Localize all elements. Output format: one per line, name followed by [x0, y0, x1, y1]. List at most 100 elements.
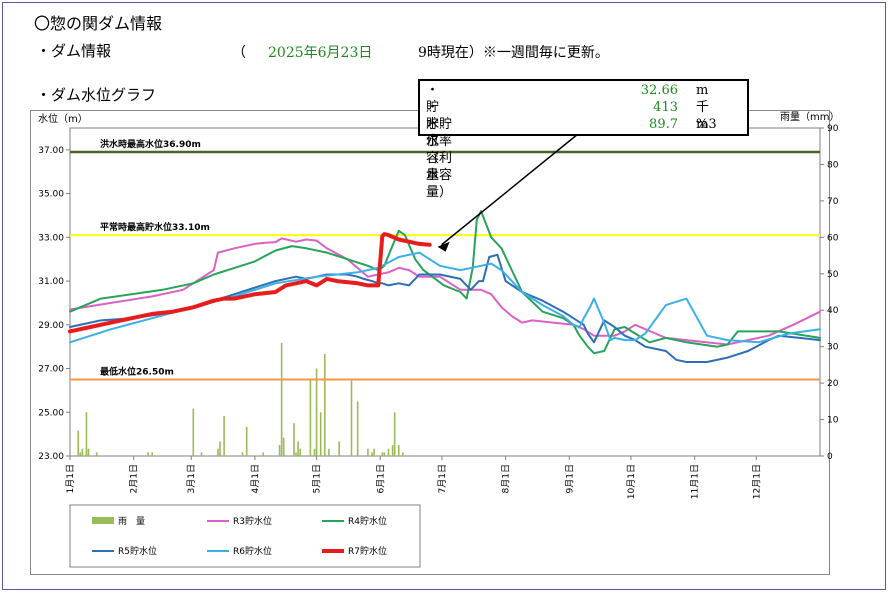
- rain-bar: [223, 415, 225, 456]
- legend-label: R3貯水位: [233, 515, 272, 527]
- rain-bar: [262, 452, 264, 456]
- rain-bar: [217, 448, 219, 456]
- rain-bar: [313, 448, 316, 456]
- legend-label: R5貯水位: [118, 545, 157, 557]
- x-tick-label: 2月1日: [129, 464, 140, 493]
- rain-bar: [299, 448, 301, 456]
- legend-box: [69, 504, 421, 568]
- rain-bar: [350, 379, 353, 456]
- info-label: ・貯水容量: [426, 100, 440, 183]
- rain-bar: [393, 412, 396, 456]
- reference-line-label: 洪水時最高水位36.90m: [100, 138, 201, 150]
- series-line: [69, 253, 821, 363]
- y-tick-label: 27.00: [38, 365, 64, 375]
- y-axis-title: 水位（m）: [38, 112, 88, 125]
- page-title: 〇惣の関ダム情報: [34, 14, 163, 33]
- y-tick-label: 25.00: [38, 408, 64, 418]
- y2-axis-title: 雨量（mm）: [780, 111, 839, 123]
- legend-label: R7貯水位: [348, 545, 387, 557]
- plot-area: [69, 127, 821, 457]
- info-unit: 千m3: [696, 100, 717, 132]
- legend-label: R4貯水位: [348, 515, 387, 527]
- rain-bar: [397, 445, 400, 456]
- y-tick-label: 29.00: [38, 321, 64, 331]
- x-tick-label: 7月1日: [437, 464, 448, 493]
- y2-tick-label: 40: [827, 306, 839, 316]
- rain-bar: [381, 452, 384, 456]
- y2-tick-label: 50: [827, 270, 839, 280]
- x-tick-label: 4月1日: [250, 464, 261, 493]
- rain-bar: [282, 437, 285, 456]
- y2-tick-label: 30: [827, 343, 839, 353]
- y-tick-label: 33.00: [38, 233, 64, 243]
- y-tick-label: 31.00: [38, 277, 64, 287]
- rain-bar: [315, 368, 318, 456]
- legend-swatch: [92, 517, 114, 524]
- rain-bar: [391, 445, 394, 456]
- x-tick-label: 1月1日: [65, 464, 76, 493]
- rain-bar: [328, 448, 330, 456]
- y2-tick-label: 80: [827, 160, 839, 170]
- rain-bar: [77, 430, 80, 456]
- rain-bar: [338, 441, 340, 456]
- rain-bar: [309, 379, 312, 456]
- rain-bar: [278, 445, 281, 456]
- info-value: 89.7: [649, 117, 678, 132]
- rain-bar: [402, 452, 404, 456]
- rain-bar: [219, 441, 221, 456]
- info-label: ・貯水率（利水容量）: [426, 117, 453, 200]
- rain-bar: [79, 452, 82, 456]
- x-tick-label: 3月1日: [186, 464, 197, 493]
- y2-tick-label: 0: [827, 452, 833, 462]
- y2-tick-label: 90: [827, 124, 839, 134]
- x-tick-label: 10月1日: [626, 464, 637, 499]
- rain-bar: [371, 452, 373, 456]
- rain-bar: [367, 448, 369, 456]
- info-value: 32.66: [640, 83, 678, 98]
- reference-line-label: 平常時最高貯水位33.10m: [100, 221, 210, 233]
- rain-bar: [373, 448, 375, 456]
- series-line: [68, 232, 432, 334]
- y2-tick-label: 60: [827, 233, 839, 243]
- legend-label: 雨 量: [118, 516, 145, 527]
- rain-bar: [241, 452, 244, 456]
- reference-line-label: 最低水位26.50m: [100, 365, 174, 377]
- y-tick-label: 37.00: [38, 146, 64, 156]
- update-note: 9時現在）※一週間毎に更新。: [418, 45, 609, 61]
- rain-bar: [297, 441, 299, 456]
- y-tick-label: 35.00: [38, 190, 64, 200]
- rain-bar: [151, 452, 153, 456]
- rain-bar: [293, 423, 295, 456]
- series-line: [69, 251, 821, 344]
- y-tick-label: 23.00: [38, 452, 64, 462]
- rain-bar: [295, 452, 297, 456]
- x-tick-label: 6月1日: [375, 464, 386, 493]
- rain-bar: [87, 448, 90, 456]
- x-tick-label: 9月1日: [564, 464, 575, 493]
- graph-heading: ・ダム水位グラフ: [36, 86, 157, 104]
- rain-bar: [200, 452, 203, 456]
- current-status-box: ・貯水位 32.66 m ・貯水容量 413 千m3 ・貯水率（利水容量） 89…: [418, 79, 749, 200]
- rain-bar: [319, 412, 322, 456]
- x-tick-label: 8月1日: [501, 464, 512, 493]
- rain-bar: [192, 408, 195, 456]
- info-value: 413: [653, 100, 678, 115]
- x-tick-label: 5月1日: [312, 464, 323, 493]
- update-date: 2025年6月23日: [268, 45, 373, 61]
- rain-bar: [323, 353, 326, 456]
- pointer-arrow-line: [441, 133, 579, 246]
- y2-tick-label: 20: [827, 379, 839, 389]
- rain-bar: [387, 448, 390, 456]
- x-tick-label: 11月1日: [690, 464, 701, 499]
- rain-bar: [383, 452, 386, 456]
- y2-tick-label: 70: [827, 197, 839, 207]
- rain-bar: [245, 426, 248, 456]
- dam-info-heading: ・ダム情報: [36, 42, 112, 60]
- rain-bar: [280, 343, 283, 456]
- x-tick-label: 12月1日: [751, 464, 762, 499]
- series-line: [69, 237, 821, 346]
- rain-bar: [147, 452, 149, 456]
- date-paren: （: [232, 45, 246, 61]
